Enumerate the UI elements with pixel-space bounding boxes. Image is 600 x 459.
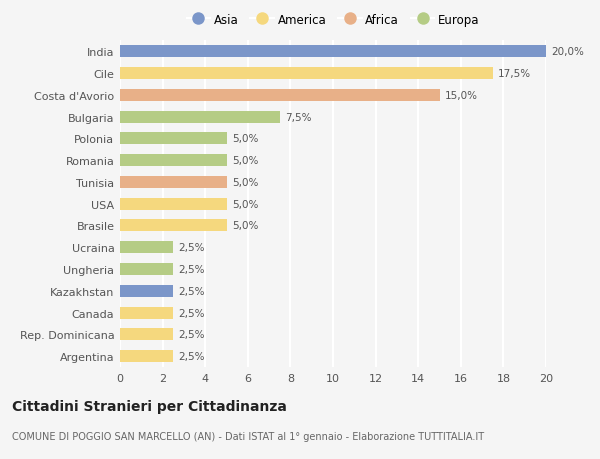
- Bar: [120, 263, 173, 275]
- Text: 7,5%: 7,5%: [285, 112, 311, 123]
- Text: 5,0%: 5,0%: [232, 134, 258, 144]
- Text: 2,5%: 2,5%: [179, 351, 205, 361]
- Bar: [120, 329, 173, 341]
- Text: 2,5%: 2,5%: [179, 308, 205, 318]
- Text: COMUNE DI POGGIO SAN MARCELLO (AN) - Dati ISTAT al 1° gennaio - Elaborazione TUT: COMUNE DI POGGIO SAN MARCELLO (AN) - Dat…: [12, 431, 484, 442]
- Text: 15,0%: 15,0%: [445, 90, 478, 101]
- Text: Cittadini Stranieri per Cittadinanza: Cittadini Stranieri per Cittadinanza: [12, 399, 287, 413]
- Bar: [120, 133, 227, 145]
- Text: 5,0%: 5,0%: [232, 199, 258, 209]
- Text: 5,0%: 5,0%: [232, 221, 258, 231]
- Bar: [120, 242, 173, 254]
- Text: 2,5%: 2,5%: [179, 330, 205, 340]
- Bar: [120, 112, 280, 123]
- Bar: [120, 285, 173, 297]
- Text: 17,5%: 17,5%: [498, 69, 531, 79]
- Text: 2,5%: 2,5%: [179, 243, 205, 253]
- Text: 2,5%: 2,5%: [179, 286, 205, 296]
- Text: 20,0%: 20,0%: [551, 47, 584, 57]
- Bar: [120, 198, 227, 210]
- Bar: [120, 177, 227, 189]
- Bar: [120, 68, 493, 80]
- Bar: [120, 90, 439, 101]
- Text: 2,5%: 2,5%: [179, 264, 205, 274]
- Bar: [120, 307, 173, 319]
- Legend: Asia, America, Africa, Europa: Asia, America, Africa, Europa: [184, 11, 482, 29]
- Text: 5,0%: 5,0%: [232, 156, 258, 166]
- Text: 5,0%: 5,0%: [232, 178, 258, 188]
- Bar: [120, 155, 227, 167]
- Bar: [120, 350, 173, 362]
- Bar: [120, 220, 227, 232]
- Bar: [120, 46, 546, 58]
